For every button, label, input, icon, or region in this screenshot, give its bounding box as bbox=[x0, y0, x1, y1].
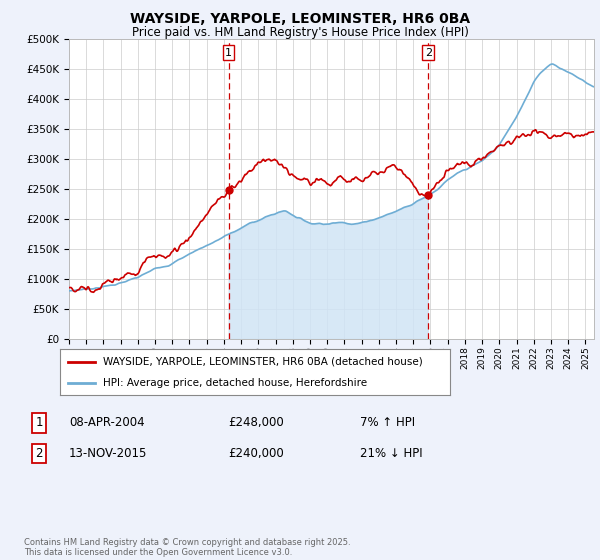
Text: 2: 2 bbox=[425, 48, 432, 58]
Text: 08-APR-2004: 08-APR-2004 bbox=[69, 416, 145, 430]
Text: 7% ↑ HPI: 7% ↑ HPI bbox=[360, 416, 415, 430]
Text: HPI: Average price, detached house, Herefordshire: HPI: Average price, detached house, Here… bbox=[103, 379, 367, 388]
Text: 1: 1 bbox=[225, 48, 232, 58]
Text: Price paid vs. HM Land Registry's House Price Index (HPI): Price paid vs. HM Land Registry's House … bbox=[131, 26, 469, 39]
Text: 21% ↓ HPI: 21% ↓ HPI bbox=[360, 447, 422, 460]
Text: 2: 2 bbox=[35, 447, 43, 460]
Text: £248,000: £248,000 bbox=[228, 416, 284, 430]
Text: £240,000: £240,000 bbox=[228, 447, 284, 460]
Text: Contains HM Land Registry data © Crown copyright and database right 2025.
This d: Contains HM Land Registry data © Crown c… bbox=[24, 538, 350, 557]
Text: 13-NOV-2015: 13-NOV-2015 bbox=[69, 447, 148, 460]
Text: WAYSIDE, YARPOLE, LEOMINSTER, HR6 0BA (detached house): WAYSIDE, YARPOLE, LEOMINSTER, HR6 0BA (d… bbox=[103, 357, 422, 367]
Text: 1: 1 bbox=[35, 416, 43, 430]
Text: WAYSIDE, YARPOLE, LEOMINSTER, HR6 0BA: WAYSIDE, YARPOLE, LEOMINSTER, HR6 0BA bbox=[130, 12, 470, 26]
